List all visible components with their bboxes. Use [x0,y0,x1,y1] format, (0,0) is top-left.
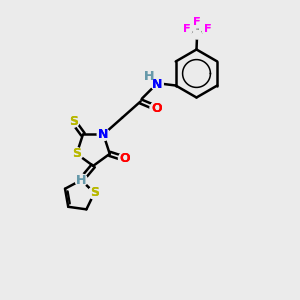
Text: O: O [119,152,130,165]
Circle shape [150,102,162,114]
Circle shape [75,174,87,186]
Text: H: H [76,174,86,187]
Circle shape [180,23,192,35]
Text: H: H [143,70,154,83]
Circle shape [67,115,79,127]
Text: S: S [72,147,81,161]
Text: F: F [182,24,190,34]
Text: F: F [204,24,212,34]
Circle shape [151,78,163,90]
Circle shape [118,153,130,165]
Circle shape [70,148,83,160]
Circle shape [70,148,83,160]
Text: N: N [98,128,109,141]
Circle shape [88,187,101,199]
Text: F: F [194,17,201,27]
Circle shape [143,70,155,83]
Text: S: S [69,115,78,128]
Text: F: F [204,24,212,34]
Circle shape [202,23,214,35]
Text: F: F [194,17,201,27]
Text: N: N [98,128,109,141]
Circle shape [193,31,201,38]
Circle shape [151,78,163,90]
Circle shape [75,174,87,186]
Text: N: N [152,77,162,91]
Text: O: O [151,101,161,115]
Text: S: S [72,147,81,161]
Circle shape [67,115,79,127]
Text: O: O [119,152,130,165]
Circle shape [98,128,110,140]
Circle shape [193,30,202,39]
Text: S: S [69,115,78,128]
Circle shape [98,128,110,140]
Text: S: S [90,186,99,200]
Text: S: S [90,186,99,200]
Circle shape [202,23,214,35]
Circle shape [118,153,130,165]
Text: H: H [143,70,154,83]
Text: F: F [182,24,190,34]
Circle shape [143,70,155,83]
Circle shape [180,23,192,35]
Text: N: N [152,77,162,91]
Circle shape [191,16,203,28]
Text: H: H [76,174,86,187]
Circle shape [88,187,101,199]
Text: O: O [151,101,161,115]
Circle shape [150,102,162,114]
Circle shape [191,16,203,28]
